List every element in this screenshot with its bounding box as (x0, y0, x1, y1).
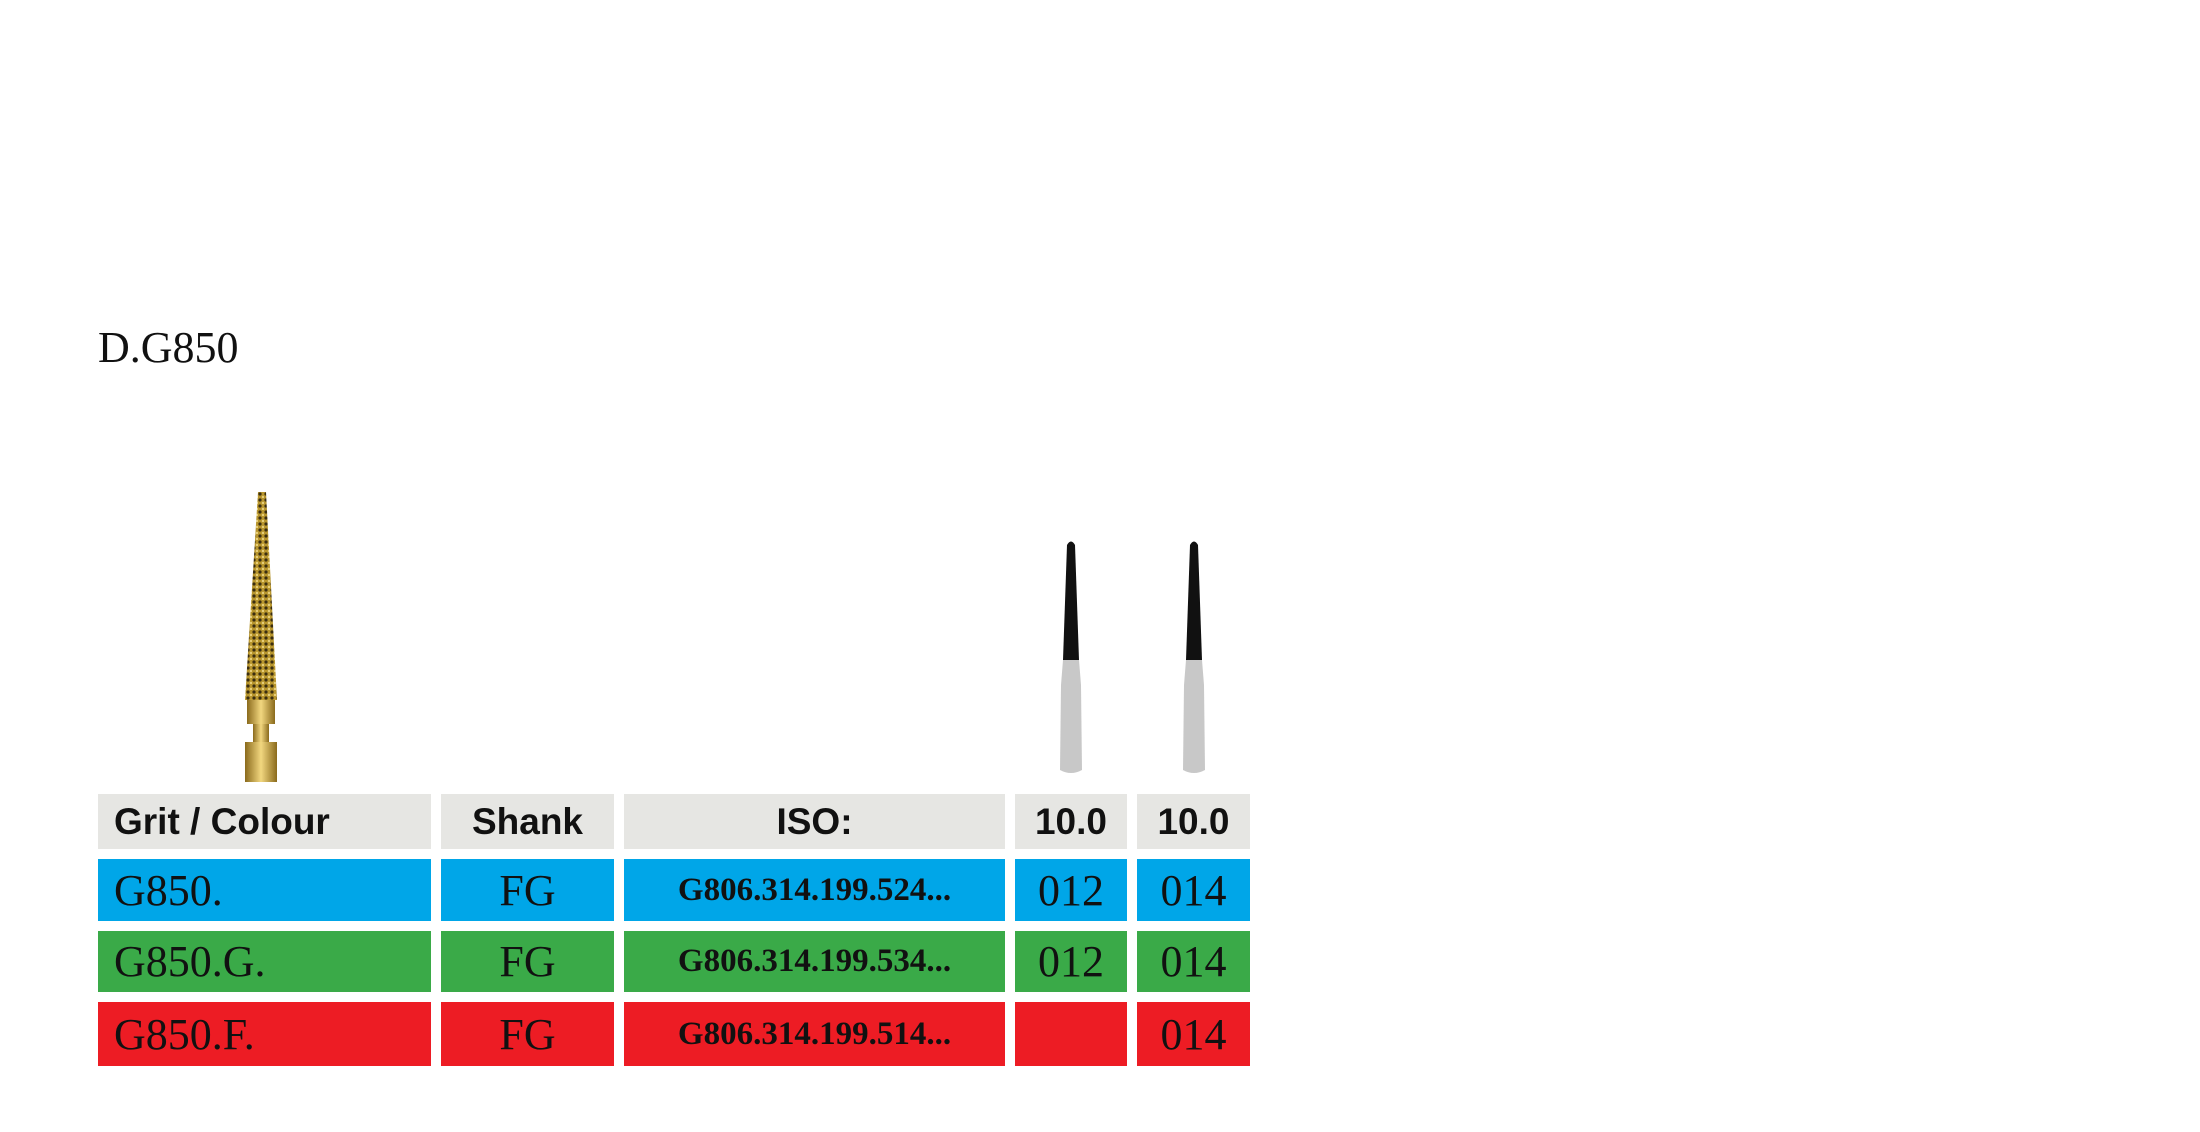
table-cell: G806.314.199.534... (624, 931, 1005, 992)
table-cell: FG (441, 1002, 614, 1066)
table-cell: FG (441, 931, 614, 992)
table-cell: G850.F. (98, 1002, 431, 1066)
header-cell: ISO: (624, 794, 1005, 849)
product-title: D.G850 (98, 323, 239, 372)
bur-icon (1183, 541, 1205, 773)
table-cell (1015, 1002, 1127, 1066)
table-cell: 014 (1137, 931, 1250, 992)
table-cell: G806.314.199.514... (624, 1002, 1005, 1066)
table-cell: G806.314.199.524... (624, 859, 1005, 921)
table-cell: G850.G. (98, 931, 431, 992)
header-cell: 10.0 (1015, 794, 1127, 849)
header-cell: Grit / Colour (98, 794, 431, 849)
gold-bur (245, 492, 277, 782)
table-cell: FG (441, 859, 614, 921)
table-cell: G850. (98, 859, 431, 921)
header-cell: 10.0 (1137, 794, 1250, 849)
table-cell: 012 (1015, 931, 1127, 992)
bur-icon (1060, 541, 1082, 773)
header-cell: Shank (441, 794, 614, 849)
table-cell: 012 (1015, 859, 1127, 921)
table-cell: 014 (1137, 859, 1250, 921)
table-cell: 014 (1137, 1002, 1250, 1066)
bur-illustrations (245, 492, 1205, 782)
